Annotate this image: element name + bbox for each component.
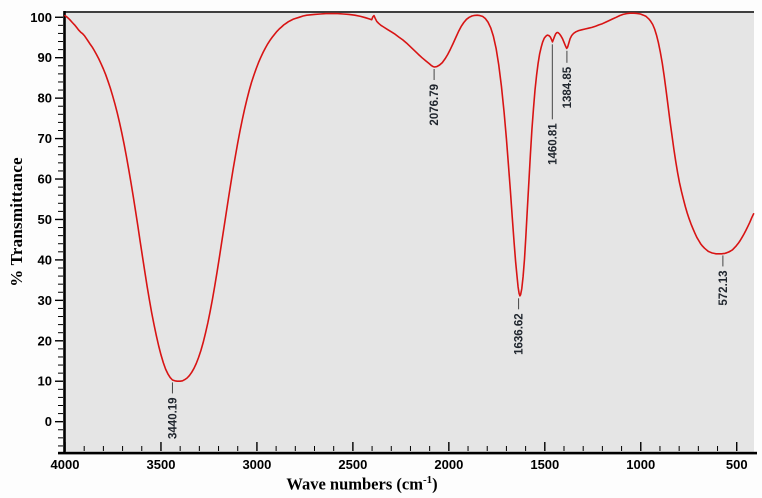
y-tick-label: 70 bbox=[38, 131, 52, 146]
peak-label: 1460.81 bbox=[547, 123, 559, 165]
peak-label: 3440.19 bbox=[167, 397, 179, 439]
x-tick-label: 1500 bbox=[530, 457, 559, 472]
x-tick-label: 2500 bbox=[338, 457, 367, 472]
plot-area bbox=[65, 12, 754, 452]
peak-label: 1636.62 bbox=[514, 313, 526, 355]
peak-label: 1384.85 bbox=[562, 66, 574, 108]
x-tick-label: 2000 bbox=[434, 457, 463, 472]
x-tick-label: 4000 bbox=[51, 457, 80, 472]
peak-label: 572.13 bbox=[718, 270, 730, 305]
y-tick-label: 50 bbox=[38, 212, 52, 227]
x-axis-title-superscript: -1 bbox=[422, 473, 433, 486]
y-tick-label: 0 bbox=[45, 414, 52, 429]
x-tick-label: 3000 bbox=[242, 457, 271, 472]
y-tick-label: 90 bbox=[38, 50, 52, 65]
peak-label: 2076.79 bbox=[429, 84, 441, 126]
bottom-spine bbox=[58, 451, 757, 455]
y-axis-title: % Transmittance bbox=[7, 157, 27, 286]
x-axis-title: Wave numbers (cm-1) bbox=[286, 474, 437, 495]
left-spine bbox=[63, 11, 66, 454]
y-tick-label: 20 bbox=[38, 333, 52, 348]
y-tick-label: 40 bbox=[38, 252, 52, 267]
x-tick-label: 1000 bbox=[626, 457, 655, 472]
x-tick-label: 500 bbox=[726, 457, 748, 472]
x-tick-label: 3500 bbox=[147, 457, 176, 472]
y-tick-label: 100 bbox=[30, 10, 52, 25]
x-axis-title-suffix: ) bbox=[432, 474, 438, 494]
spectrum-curve bbox=[64, 12, 755, 383]
y-tick-label: 60 bbox=[38, 172, 52, 187]
y-tick-label: 80 bbox=[38, 91, 52, 106]
y-axis-title-text: % Transmittance bbox=[7, 157, 26, 287]
x-axis-title-prefix: Wave numbers (cm bbox=[286, 474, 423, 494]
y-tick-label: 10 bbox=[38, 374, 52, 389]
y-tick-label: 30 bbox=[38, 293, 52, 308]
